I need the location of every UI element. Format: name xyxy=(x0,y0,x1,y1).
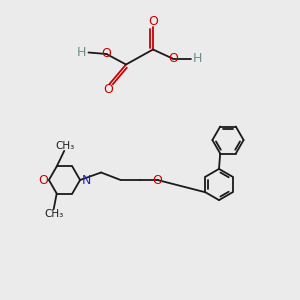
Text: O: O xyxy=(101,46,111,60)
Text: O: O xyxy=(103,83,113,96)
Text: H: H xyxy=(77,46,87,59)
Text: H: H xyxy=(192,52,202,65)
Text: O: O xyxy=(38,173,48,187)
Text: N: N xyxy=(81,173,91,187)
Text: CH₃: CH₃ xyxy=(44,208,63,219)
Text: O: O xyxy=(148,15,158,28)
Text: O: O xyxy=(168,52,178,65)
Text: CH₃: CH₃ xyxy=(55,141,74,152)
Text: O: O xyxy=(153,173,162,187)
